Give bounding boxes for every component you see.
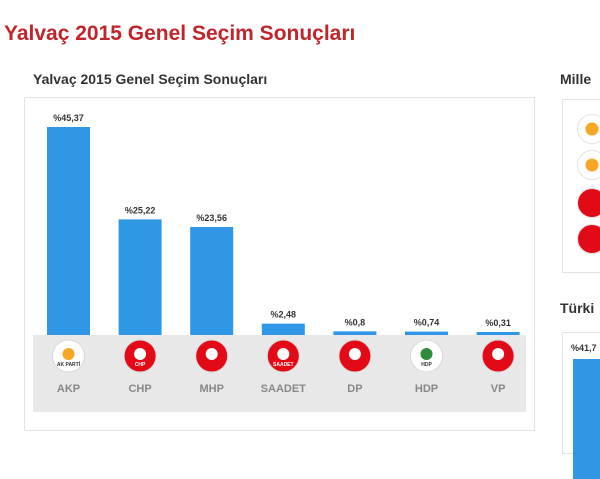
- party-logo-emblem-icon: [62, 348, 75, 360]
- party-logo-emblem-icon: [420, 348, 433, 360]
- value-label: %2,48: [271, 310, 297, 320]
- bar-chp: [118, 219, 162, 335]
- page-title: Yalvaç 2015 Genel Seçim Sonuçları: [4, 22, 356, 45]
- right-panel-card: [562, 99, 600, 273]
- akp-logo-icon: [577, 150, 600, 180]
- bar-chart: %45,37 AK PARTİ AKP %25,22 CHP CHP %23,56 MHP %2…: [33, 113, 526, 412]
- party-logo-emblem-icon: [348, 348, 361, 360]
- mhp-logo-icon: [577, 188, 600, 218]
- party-logo-emblem-icon: [134, 348, 147, 360]
- category-label: MHP: [199, 383, 223, 395]
- party-logo-text: SAADET: [273, 362, 294, 368]
- party-logo-emblem-icon: [205, 348, 218, 360]
- bar-akp: [47, 127, 90, 335]
- category-label: SAADET: [261, 383, 307, 395]
- category-label: DP: [347, 383, 362, 395]
- value-label: %23,56: [196, 213, 227, 223]
- right-panel-bar: [573, 359, 600, 479]
- bar-hdp: [405, 331, 448, 335]
- category-label: HDP: [415, 383, 438, 395]
- right-panel-title-bottom: Türki: [560, 300, 595, 316]
- bar-saadet: [261, 323, 305, 335]
- party-logo-text: CHP: [135, 362, 146, 368]
- value-label: %45,37: [53, 113, 84, 123]
- value-label: %0,74: [414, 318, 440, 328]
- party-logo-text: AK PARTİ: [57, 361, 81, 368]
- right-panel-value: %41,7: [571, 343, 597, 353]
- akp-logo-icon: [577, 114, 600, 144]
- value-label: %0,8: [345, 317, 366, 327]
- chart-title: Yalvaç 2015 Genel Seçim Sonuçları: [33, 71, 268, 87]
- category-label: VP: [491, 383, 506, 395]
- bar-mhp: [190, 226, 234, 335]
- party-logo-text: HDP: [421, 362, 432, 368]
- bar-vp: [476, 332, 520, 335]
- category-label: CHP: [128, 383, 151, 395]
- chart-card: %45,37 AK PARTİ AKP %25,22 CHP CHP %23,56 MHP %2…: [24, 97, 535, 431]
- bar-dp: [333, 331, 377, 335]
- mhp-logo-icon: [577, 224, 600, 254]
- party-logo-emblem-icon: [277, 348, 290, 360]
- value-label: %25,22: [125, 205, 156, 215]
- value-label: %0,31: [485, 318, 511, 328]
- right-panel-title-top: Mille: [560, 71, 592, 87]
- right-panel-card-bottom: %41,7: [562, 332, 600, 479]
- party-logo-emblem-icon: [492, 348, 505, 360]
- category-label: AKP: [57, 383, 80, 395]
